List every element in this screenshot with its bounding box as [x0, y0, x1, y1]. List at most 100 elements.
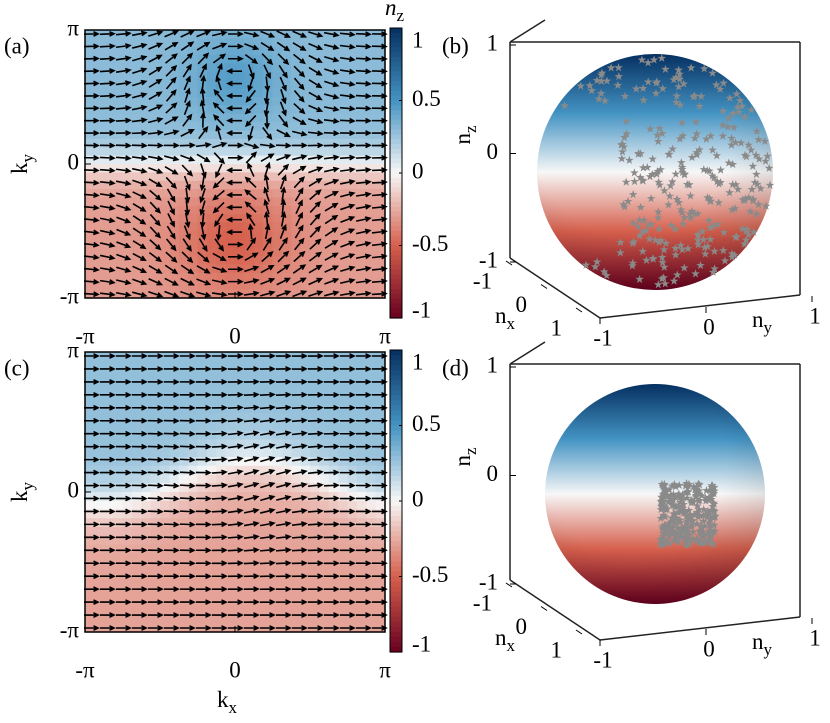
field-cell [356, 222, 367, 232]
field-cell [235, 247, 245, 257]
field-cell [356, 113, 367, 123]
arrow [226, 192, 242, 198]
field-cell [122, 500, 133, 511]
arrow [324, 93, 340, 100]
field-cell [347, 231, 358, 240]
field-cell [141, 55, 152, 65]
arrow [180, 264, 195, 275]
field-cell [206, 483, 217, 493]
field-cell [160, 369, 170, 379]
field-cell [291, 155, 302, 165]
field-cell [235, 272, 245, 282]
field-cell [188, 55, 199, 65]
field-cell [94, 55, 105, 65]
field-cell [113, 88, 124, 98]
z-tick-label: -1 [479, 569, 498, 594]
arrow [276, 277, 291, 286]
field-cell [225, 155, 236, 165]
arrow [226, 80, 242, 87]
field-cell [253, 264, 264, 274]
arrow [83, 142, 100, 149]
arrow [83, 241, 100, 248]
field-cell [263, 189, 274, 199]
arrow [195, 534, 212, 541]
star-marker [668, 516, 677, 526]
arrow [277, 53, 290, 66]
star-marker [731, 138, 740, 147]
x-tick-label: 0 [229, 657, 241, 682]
arrow [276, 456, 292, 463]
field-cell [300, 535, 311, 546]
field-cell [291, 369, 302, 379]
field-cell [356, 378, 367, 388]
arrow [116, 204, 132, 211]
arrow [165, 64, 178, 77]
star-marker [677, 118, 687, 127]
field-cell [141, 247, 152, 257]
field-cell [197, 588, 208, 598]
arrow [195, 469, 212, 476]
field-cell [253, 46, 264, 56]
arrow [277, 250, 290, 263]
field-cell [122, 614, 133, 624]
field-cell [235, 222, 245, 232]
arrow [166, 225, 176, 240]
arrow [259, 404, 276, 411]
field-cell [319, 483, 330, 493]
arrow [291, 573, 308, 580]
field-cell [310, 272, 320, 282]
field-cell [188, 413, 199, 423]
field-cell [272, 395, 283, 406]
field-cell [291, 256, 302, 266]
star-marker [671, 73, 681, 82]
star-marker [620, 133, 629, 142]
colorbar-cell [390, 581, 402, 588]
field-cell [150, 369, 161, 379]
arrow [307, 366, 324, 372]
arrow [324, 202, 339, 212]
arrow [99, 105, 116, 112]
colorbar-cell [390, 480, 402, 487]
arrow [99, 417, 116, 424]
colorbar-cell [390, 206, 402, 213]
field-cell [206, 387, 217, 397]
field-cell [150, 63, 161, 73]
field-cell [310, 130, 320, 140]
arrow [227, 430, 244, 437]
field-cell [113, 281, 124, 291]
field-cell [178, 360, 189, 371]
star-marker [634, 149, 643, 158]
field-cell [178, 38, 189, 48]
field-cell [188, 562, 199, 572]
field-cell [131, 430, 142, 441]
arrow [372, 625, 388, 631]
arrow [183, 175, 191, 191]
field-cell [347, 535, 358, 546]
field-cell [113, 430, 124, 441]
arrow [99, 30, 116, 37]
field-cell [281, 527, 292, 537]
field-cell [160, 492, 170, 502]
field-cell [319, 180, 330, 190]
star-marker [748, 161, 758, 170]
arrow [226, 229, 242, 235]
arrow [115, 508, 132, 515]
field-cell [253, 239, 264, 249]
field-cell [169, 527, 180, 537]
colorbar-cell [390, 440, 402, 447]
field-cell [85, 138, 95, 148]
star-marker [659, 492, 668, 501]
star-marker [702, 486, 711, 495]
field-cell [300, 500, 311, 511]
field-cell [235, 483, 245, 493]
star-marker [725, 93, 735, 102]
star-marker [599, 267, 609, 276]
arrow [99, 167, 116, 174]
field-cell [375, 448, 386, 458]
field-cell [188, 430, 199, 441]
field-cell [319, 164, 330, 173]
star-marker [703, 506, 713, 515]
field-cell [272, 130, 283, 140]
arrow [371, 117, 388, 124]
field-cell [150, 413, 161, 423]
